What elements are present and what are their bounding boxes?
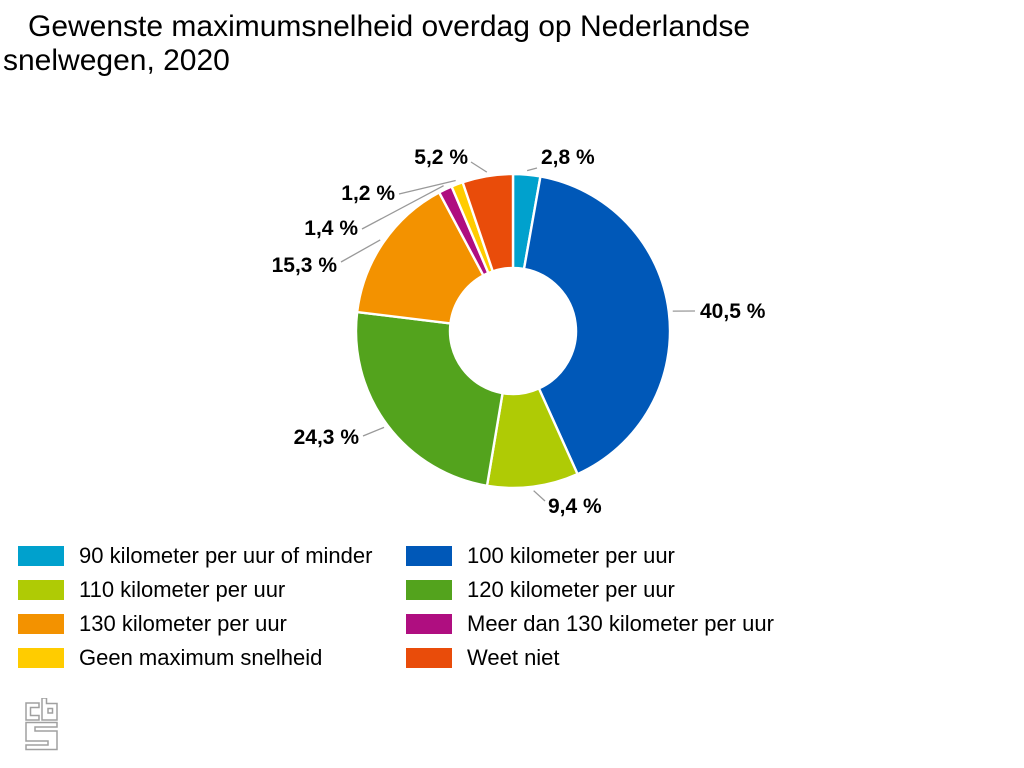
pie-slice — [461, 172, 515, 273]
legend-label: 110 kilometer per uur — [79, 577, 286, 602]
leader-line — [470, 161, 488, 173]
legend-item: Meer dan 130 kilometer per uur — [406, 611, 774, 636]
leader-line — [526, 167, 538, 172]
legend-swatch — [18, 648, 64, 668]
slice-value-label: 40,5 % — [700, 300, 766, 323]
legend-item: 120 kilometer per uur — [406, 577, 774, 602]
legend-label: 130 kilometer per uur — [79, 611, 287, 636]
slice-value-label: 24,3 % — [294, 426, 360, 449]
legend-label: Geen maximum snelheid — [79, 645, 323, 670]
legend-label: 90 kilometer per uur of minder — [79, 543, 373, 568]
chart-title: Gewenste maximumsnelheid overdag op Nede… — [3, 10, 751, 77]
legend-label: 100 kilometer per uur — [467, 543, 675, 568]
legend-swatch — [406, 580, 452, 600]
cbs-logo-letter-b-dot — [47, 707, 54, 714]
legend-label: 120 kilometer per uur — [467, 577, 675, 602]
leader-line — [361, 185, 444, 230]
legend-item: 90 kilometer per uur of minder — [18, 543, 406, 568]
pie-slice — [522, 175, 672, 476]
cbs-logo-letter-s — [25, 721, 58, 751]
legend-label: Weet niet — [467, 645, 560, 670]
slice-value-label: 9,4 % — [548, 495, 602, 518]
legend-swatch — [406, 614, 452, 634]
legend-item: 130 kilometer per uur — [18, 611, 406, 636]
leader-line — [340, 239, 381, 263]
slice-value-label: 1,4 % — [304, 217, 358, 240]
legend-swatch — [406, 648, 452, 668]
leader-line — [362, 426, 385, 437]
slice-value-label: 2,8 % — [541, 146, 595, 169]
cbs-logo-letter-c — [25, 702, 40, 721]
legend-label: Meer dan 130 kilometer per uur — [467, 611, 774, 636]
legend-swatch — [18, 614, 64, 634]
pie-slice — [354, 310, 504, 488]
leader-line — [398, 179, 456, 195]
chart-legend: 90 kilometer per uur of minder 100 kilome… — [18, 543, 774, 682]
legend-item: Weet niet — [406, 645, 774, 670]
legend-swatch — [406, 546, 452, 566]
cbs-logo-letter-b — [41, 698, 58, 721]
legend-item: 100 kilometer per uur — [406, 543, 774, 568]
slice-value-label: 5,2 % — [414, 146, 468, 169]
legend-item: 110 kilometer per uur — [18, 577, 406, 602]
leader-line — [533, 490, 546, 502]
legend-swatch — [18, 580, 64, 600]
legend-item: Geen maximum snelheid — [18, 645, 406, 670]
legend-swatch — [18, 546, 64, 566]
pie-slice — [355, 190, 485, 325]
slice-value-label: 1,2 % — [341, 182, 395, 205]
slice-value-label: 15,3 % — [272, 254, 338, 277]
cbs-logo — [25, 698, 58, 751]
